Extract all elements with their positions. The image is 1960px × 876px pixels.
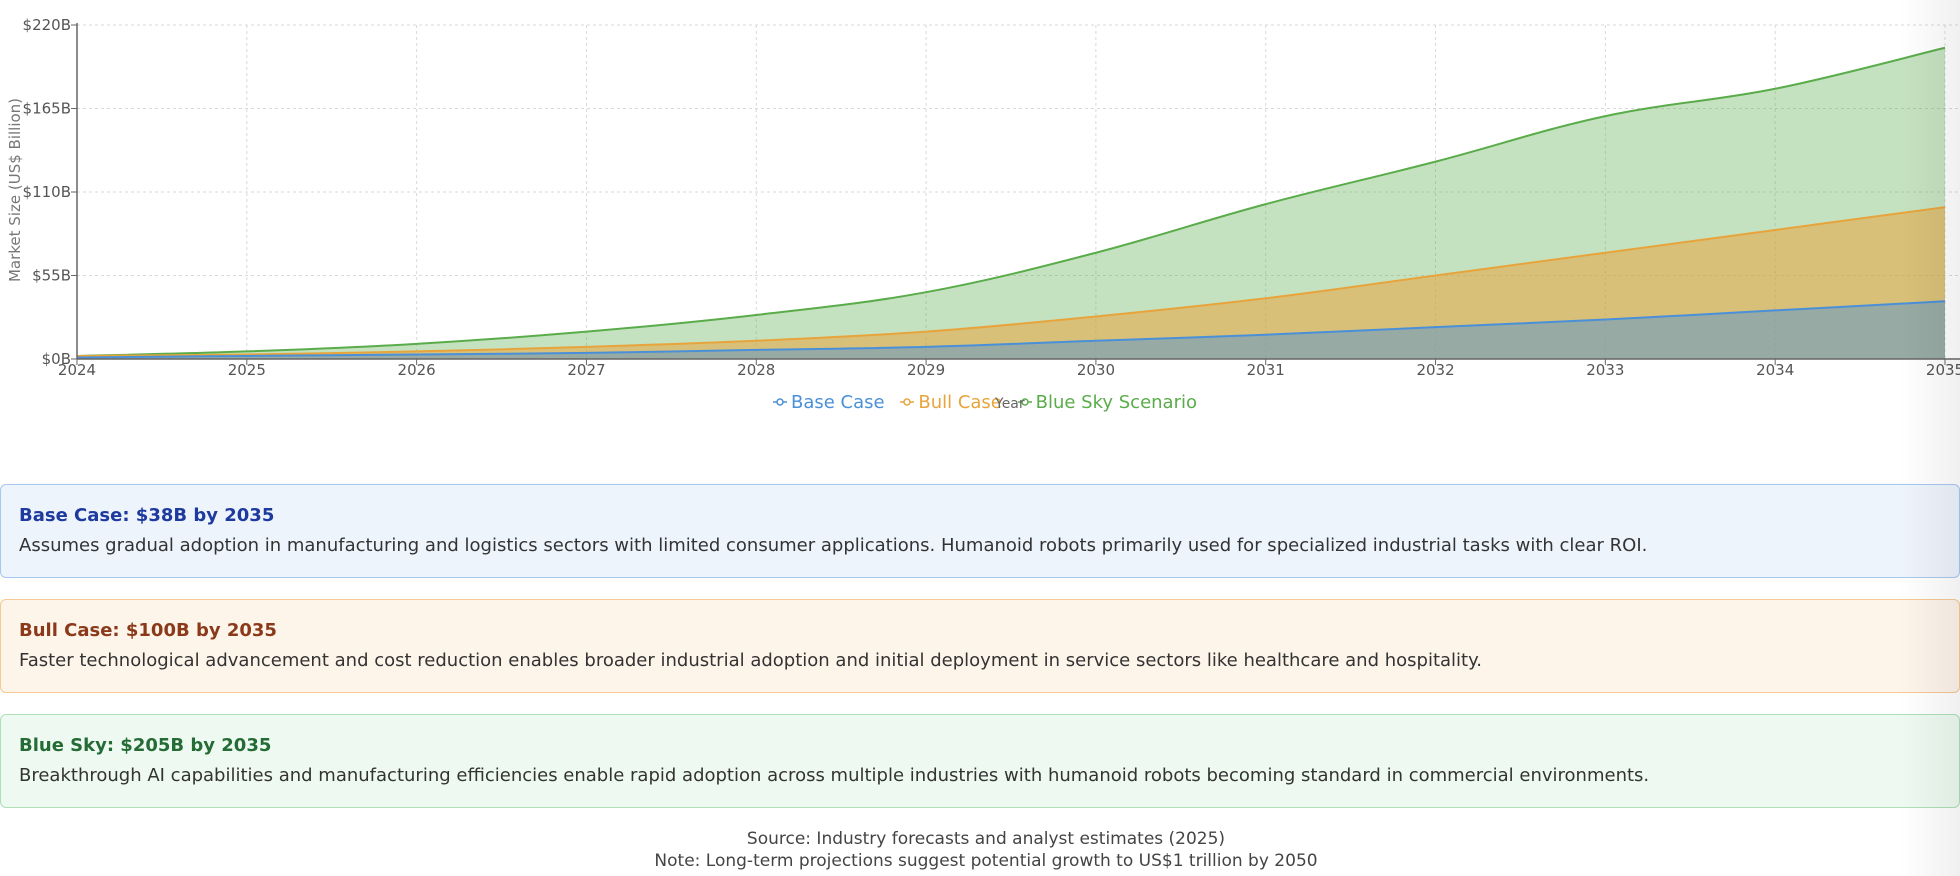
y-tick-label: $55B: [32, 267, 71, 285]
note-text: Note: Long-term projections suggest pote…: [654, 851, 1318, 871]
x-axis-title: Year: [995, 396, 1025, 412]
y-axis-title: Market Size (US$ Billion): [6, 98, 24, 282]
card-body-bull: Faster technological advancement and cos…: [19, 650, 1482, 671]
card-title-sky: Blue Sky: $205B by 2035: [19, 735, 272, 756]
x-tick-label: 2035: [1926, 361, 1960, 379]
x-tick-label: 2025: [228, 361, 266, 379]
area-fill-base-case: [77, 301, 1945, 359]
chart-svg: $0B $55B $110B $165B $220B 2024 2025 2026 2027 20…: [6, 16, 1960, 379]
legend-line-icon-base: [773, 398, 787, 406]
card-title-base: Base Case: $38B by 2035: [19, 505, 275, 526]
x-tick-label: 2024: [58, 361, 96, 379]
card-body-sky: Breakthrough AI capabilities and manufac…: [19, 765, 1650, 786]
scenario-card-bull: Bull Case: $100B by 2035 Faster technolo…: [0, 599, 1960, 693]
y-tick-label: $0B: [42, 350, 71, 368]
series-line-blue-sky-scenario: [76, 46, 1946, 357]
chart-footer: Source: Industry forecasts and analyst e…: [0, 828, 1960, 872]
legend-item-blue-sky[interactable]: Blue Sky Scenario: [1017, 391, 1197, 413]
x-tick-label: 2033: [1586, 361, 1624, 379]
legend-line-icon-bull: [900, 398, 915, 406]
chart-legend: Base Case Bull Case Blue Sky Scenario: [0, 391, 1960, 413]
legend-label-base: Base Case: [791, 391, 885, 413]
y-tick-label: $110B: [23, 183, 71, 201]
scenario-card-base: Base Case: $38B by 2035 Assumes gradual …: [0, 484, 1960, 578]
legend-line-icon-sky: [1017, 398, 1032, 406]
legend-label-bull: Bull Case: [918, 391, 1002, 413]
area-fill-bull-case: [77, 207, 1945, 359]
x-tick-label: 2034: [1756, 361, 1794, 379]
card-body-base: Assumes gradual adoption in manufacturin…: [19, 535, 1648, 556]
legend-item-bull-case[interactable]: Bull Case: [900, 392, 1002, 413]
x-tick-label: 2029: [907, 361, 945, 379]
card-title-bull: Bull Case: $100B by 2035: [19, 620, 277, 641]
scenario-card-sky: Blue Sky: $205B by 2035 Breakthrough AI …: [0, 714, 1960, 808]
x-tick-label: 2027: [567, 361, 605, 379]
x-tick-label: 2032: [1416, 361, 1454, 379]
x-tick-label: 2026: [398, 361, 436, 379]
y-tick-label: $220B: [23, 16, 71, 34]
x-tick-label: 2030: [1077, 361, 1115, 379]
x-tick-label: 2031: [1247, 361, 1285, 379]
legend-label-sky: Blue Sky Scenario: [1035, 391, 1197, 413]
market-size-chart: $0B $55B $110B $165B $220B 2024 2025 2026 2027 20…: [6, 16, 1960, 379]
series-line-bull-case: [76, 206, 1946, 357]
y-tick-label: $165B: [23, 100, 71, 118]
legend-item-base-case[interactable]: Base Case: [773, 392, 885, 413]
source-text: Source: Industry forecasts and analyst e…: [746, 829, 1226, 849]
series-line-base-case: [76, 300, 1946, 359]
x-tick-label: 2028: [737, 361, 775, 379]
